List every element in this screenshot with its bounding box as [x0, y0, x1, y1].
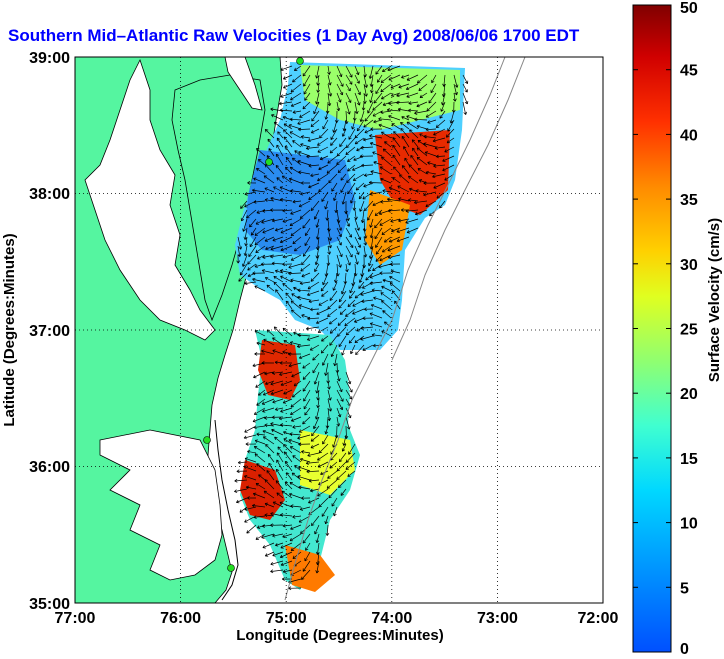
- y-tick-label: 35:00: [29, 596, 70, 613]
- colorbar-tick-label: 5: [680, 580, 689, 597]
- colorbar-tick-label: 20: [680, 386, 698, 403]
- grid: [75, 57, 603, 603]
- x-tick-label: 76:00: [160, 610, 201, 627]
- bathymetry-contour-1: [284, 57, 506, 601]
- velocity-vector-arrows: [234, 65, 469, 591]
- colorbar: 0 5 10 15 20 25 30 35 40 45 50 Surface Velocity (c…: [632, 0, 723, 658]
- delaware-bay: [224, 57, 263, 111]
- x-tick-label: 72:00: [578, 610, 619, 627]
- y-axis: 39:00 38:00 37:00 36:00 35:00 Latitude (…: [1, 50, 70, 613]
- plot-area: [75, 57, 603, 603]
- colorbar-tick-label: 35: [680, 192, 698, 209]
- x-axis-label: Longitude (Degrees:Minutes): [236, 627, 444, 644]
- outer-banks: [214, 419, 239, 601]
- colorbar-tick-label: 40: [680, 127, 698, 144]
- colorbar-tick-label: 30: [680, 257, 698, 274]
- velocity-vectors: [234, 65, 469, 591]
- x-tick-label: 74:00: [371, 610, 412, 627]
- y-tick-label: 39:00: [29, 50, 70, 67]
- colorbar-tick-label: 10: [680, 516, 698, 533]
- colorbar-label: Surface Velocity (cm/s): [706, 218, 723, 382]
- y-tick-label: 36:00: [29, 459, 70, 476]
- pamlico-sound: [99, 429, 223, 581]
- colorbar-gradient: [632, 4, 672, 653]
- x-axis: 77:00 76:00 75:00 74:00 73:00 72:00 Long…: [55, 610, 619, 644]
- radar-stations: [203, 57, 304, 572]
- station-marker: [265, 158, 273, 166]
- x-tick-label: 75:00: [266, 610, 307, 627]
- southern-red-south: [240, 460, 285, 520]
- y-axis-label: Latitude (Degrees:Minutes): [1, 233, 18, 426]
- colorbar-tick-label: 45: [680, 63, 698, 80]
- y-tick-label: 37:00: [29, 323, 70, 340]
- map-title: Southern Mid–Atlantic Raw Velocities (1 …: [8, 26, 580, 45]
- x-tick-label: 73:00: [477, 610, 518, 627]
- colorbar-tick-label: 25: [680, 322, 698, 339]
- bathymetry-contour-2: [391, 57, 526, 361]
- station-marker: [203, 436, 211, 444]
- station-marker: [227, 564, 235, 572]
- colorbar-tick-label: 15: [680, 451, 698, 468]
- delmarva-peninsula: [171, 74, 266, 322]
- colorbar-tick-label: 50: [680, 0, 698, 17]
- colorbar-tick-label: 0: [680, 641, 689, 658]
- chesapeake-bay: [84, 58, 216, 341]
- x-tick-label: 77:00: [55, 610, 96, 627]
- station-marker: [296, 57, 304, 65]
- y-tick-label: 38:00: [29, 186, 70, 203]
- plot-frame: [74, 56, 604, 604]
